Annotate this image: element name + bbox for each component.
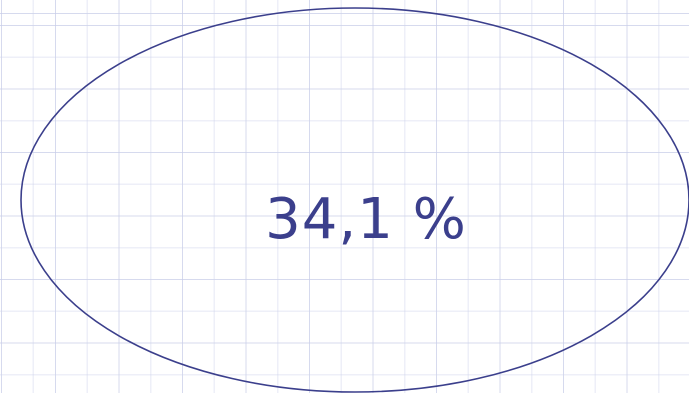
- ellipse-outline: [20, 7, 689, 393]
- ellipse-value-label: 34,1 %: [265, 187, 467, 252]
